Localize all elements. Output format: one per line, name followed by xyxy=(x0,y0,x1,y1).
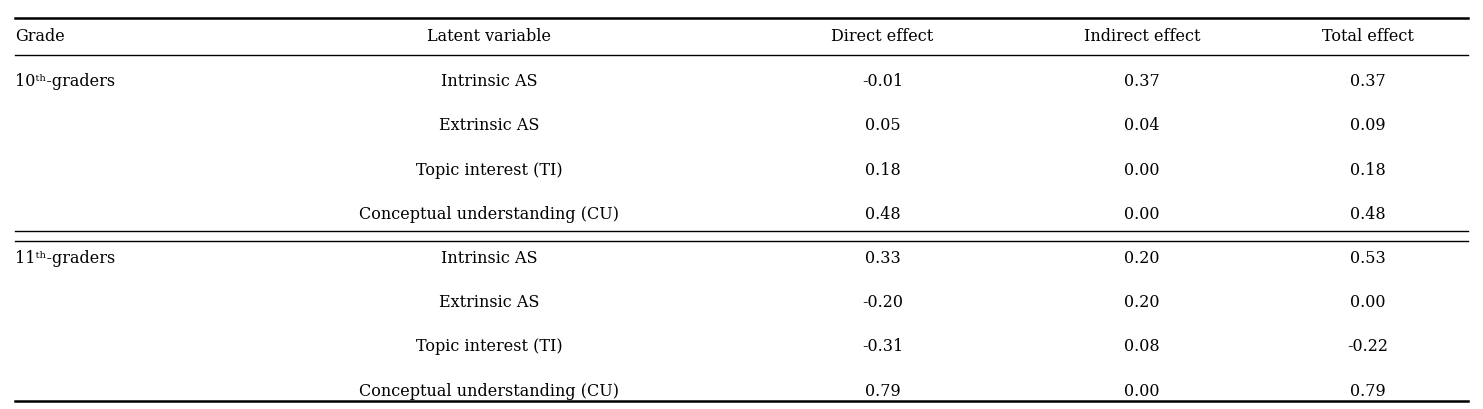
Text: Latent variable: Latent variable xyxy=(427,28,552,45)
Text: Extrinsic AS: Extrinsic AS xyxy=(439,294,540,311)
Text: 0.00: 0.00 xyxy=(1124,382,1160,400)
Text: -0.01: -0.01 xyxy=(862,73,903,90)
Text: -0.31: -0.31 xyxy=(862,338,903,355)
Text: Extrinsic AS: Extrinsic AS xyxy=(439,117,540,135)
Text: Intrinsic AS: Intrinsic AS xyxy=(440,250,538,267)
Text: 0.18: 0.18 xyxy=(1350,162,1387,179)
Text: 0.00: 0.00 xyxy=(1124,206,1160,223)
Text: 0.48: 0.48 xyxy=(865,206,900,223)
Text: 0.20: 0.20 xyxy=(1124,294,1160,311)
Text: 0.79: 0.79 xyxy=(865,382,900,400)
Text: Conceptual understanding (CU): Conceptual understanding (CU) xyxy=(359,382,620,400)
Text: 11ᵗʰ-graders: 11ᵗʰ-graders xyxy=(15,250,116,267)
Text: -0.22: -0.22 xyxy=(1348,338,1388,355)
Text: 0.53: 0.53 xyxy=(1350,250,1387,267)
Text: 0.05: 0.05 xyxy=(865,117,900,135)
Text: 0.79: 0.79 xyxy=(1350,382,1387,400)
Text: Topic interest (TI): Topic interest (TI) xyxy=(417,338,562,355)
Text: Grade: Grade xyxy=(15,28,65,45)
Text: Intrinsic AS: Intrinsic AS xyxy=(440,73,538,90)
Text: 10ᵗʰ-graders: 10ᵗʰ-graders xyxy=(15,73,116,90)
Text: 0.04: 0.04 xyxy=(1124,117,1160,135)
Text: 0.18: 0.18 xyxy=(865,162,900,179)
Text: Indirect effect: Indirect effect xyxy=(1084,28,1200,45)
Text: 0.09: 0.09 xyxy=(1350,117,1387,135)
Text: 0.20: 0.20 xyxy=(1124,250,1160,267)
Text: 0.33: 0.33 xyxy=(865,250,900,267)
Text: 0.37: 0.37 xyxy=(1350,73,1387,90)
Text: Conceptual understanding (CU): Conceptual understanding (CU) xyxy=(359,206,620,223)
Text: 0.08: 0.08 xyxy=(1124,338,1160,355)
Text: 0.00: 0.00 xyxy=(1124,162,1160,179)
Text: Direct effect: Direct effect xyxy=(832,28,933,45)
Text: Topic interest (TI): Topic interest (TI) xyxy=(417,162,562,179)
Text: -0.20: -0.20 xyxy=(862,294,903,311)
Text: 0.00: 0.00 xyxy=(1351,294,1385,311)
Text: 0.37: 0.37 xyxy=(1124,73,1160,90)
Text: Total effect: Total effect xyxy=(1323,28,1413,45)
Text: 0.48: 0.48 xyxy=(1350,206,1387,223)
